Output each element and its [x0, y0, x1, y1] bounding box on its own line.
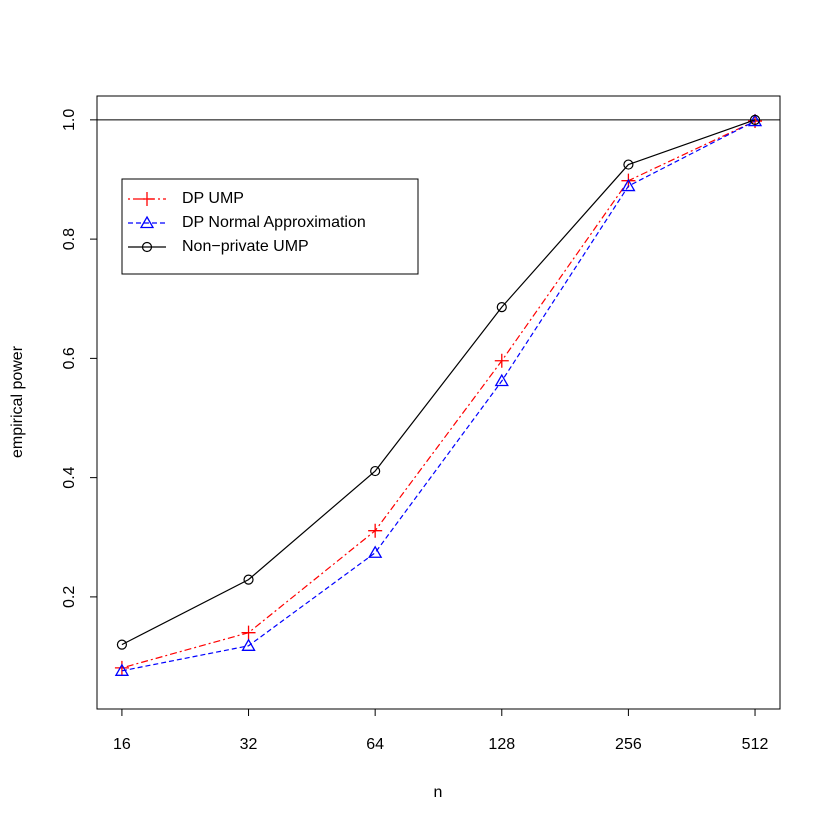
- legend-label: DP Normal Approximation: [182, 214, 366, 231]
- point: [494, 373, 509, 387]
- x-axis-label: n: [434, 784, 443, 801]
- series-line: [121, 120, 756, 672]
- point: [368, 545, 383, 558]
- x-tick-label: 128: [488, 736, 515, 753]
- x-tick-label: 256: [615, 736, 642, 753]
- point: [241, 638, 256, 651]
- legend-marker: [139, 215, 155, 229]
- x-tick-label: 16: [113, 736, 131, 753]
- point: [494, 353, 509, 368]
- legend-marker: [140, 192, 154, 206]
- point: [621, 178, 636, 192]
- y-axis-label: empirical power: [9, 345, 26, 458]
- point: [116, 639, 128, 650]
- series-line: [121, 119, 756, 646]
- y-tick-label: 0.6: [61, 347, 78, 369]
- point: [114, 660, 129, 675]
- point: [749, 114, 761, 125]
- legend-marker: [141, 241, 153, 253]
- plot-frame: [96, 95, 781, 710]
- series-line: [121, 120, 756, 669]
- point: [623, 159, 634, 170]
- x-tick-label: 32: [240, 736, 258, 753]
- y-tick-label: 0.2: [61, 586, 78, 608]
- y-tick-label: 0.4: [61, 466, 78, 488]
- point: [114, 663, 130, 676]
- y-tick-label: 1.0: [61, 109, 78, 131]
- legend-label: Non−private UMP: [182, 238, 309, 255]
- legend-label: DP UMP: [182, 190, 244, 207]
- point: [241, 625, 256, 640]
- point: [496, 301, 507, 313]
- y-tick-label: 0.8: [61, 228, 78, 250]
- legend-box: [121, 178, 419, 275]
- point: [368, 523, 383, 538]
- point: [370, 465, 381, 477]
- x-tick-label: 512: [742, 736, 769, 753]
- x-tick-label: 64: [366, 736, 384, 753]
- point: [243, 574, 254, 585]
